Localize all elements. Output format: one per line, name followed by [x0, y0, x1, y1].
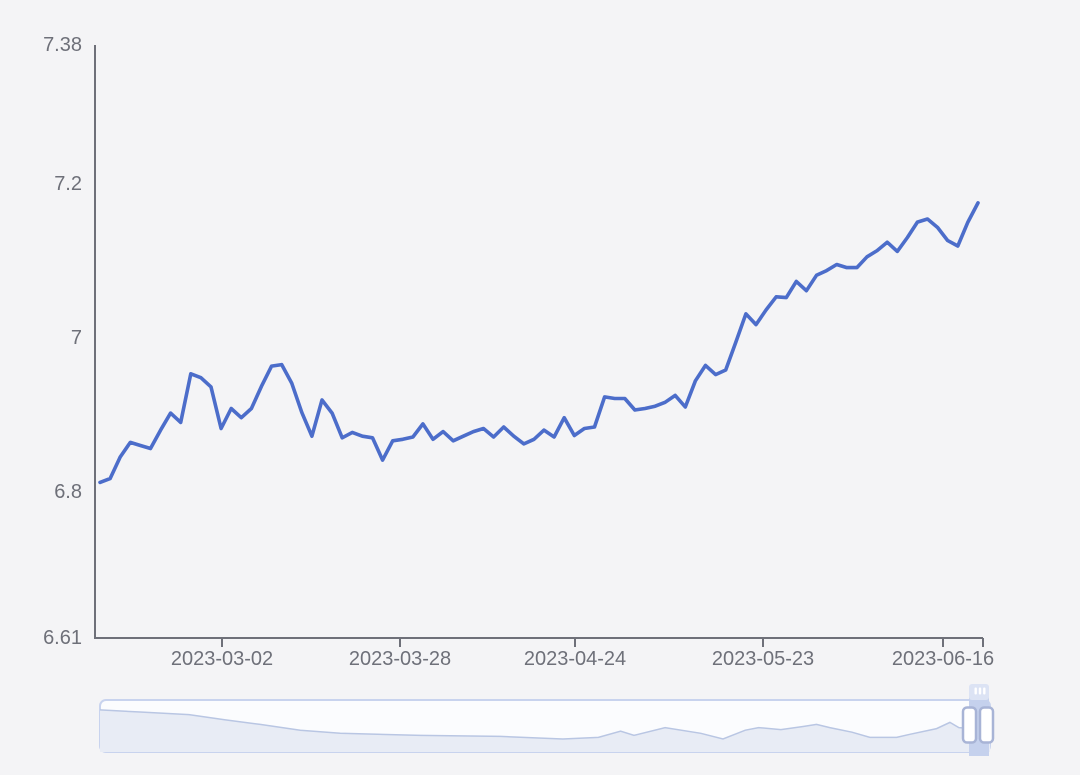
grip-dot-icon: [983, 687, 986, 695]
x-axis-label: 2023-03-28: [348, 648, 452, 670]
y-axis-label: 7.38: [43, 34, 82, 56]
series-line: [98, 201, 980, 485]
x-axis-label: 2023-06-16: [891, 648, 995, 670]
x-axis-label: 2023-04-24: [523, 648, 627, 670]
grip-dot-icon: [974, 687, 977, 695]
x-axis-label: 2023-03-02: [170, 648, 274, 670]
y-axis-label: 7: [70, 327, 82, 349]
x-axis-label: 2023-05-23: [711, 648, 815, 670]
navigator-preview-area: [100, 709, 990, 752]
navigator-preview-line: [99, 709, 991, 740]
y-axis-label: 7.2: [54, 173, 82, 195]
axis-line: [94, 45, 983, 639]
navigator-left-handle[interactable]: [961, 706, 978, 744]
navigator-right-handle[interactable]: [978, 706, 995, 744]
y-axis-label: 6.8: [54, 481, 82, 503]
y-axis-label: 6.61: [43, 627, 82, 649]
grip-dot-icon: [978, 687, 982, 695]
